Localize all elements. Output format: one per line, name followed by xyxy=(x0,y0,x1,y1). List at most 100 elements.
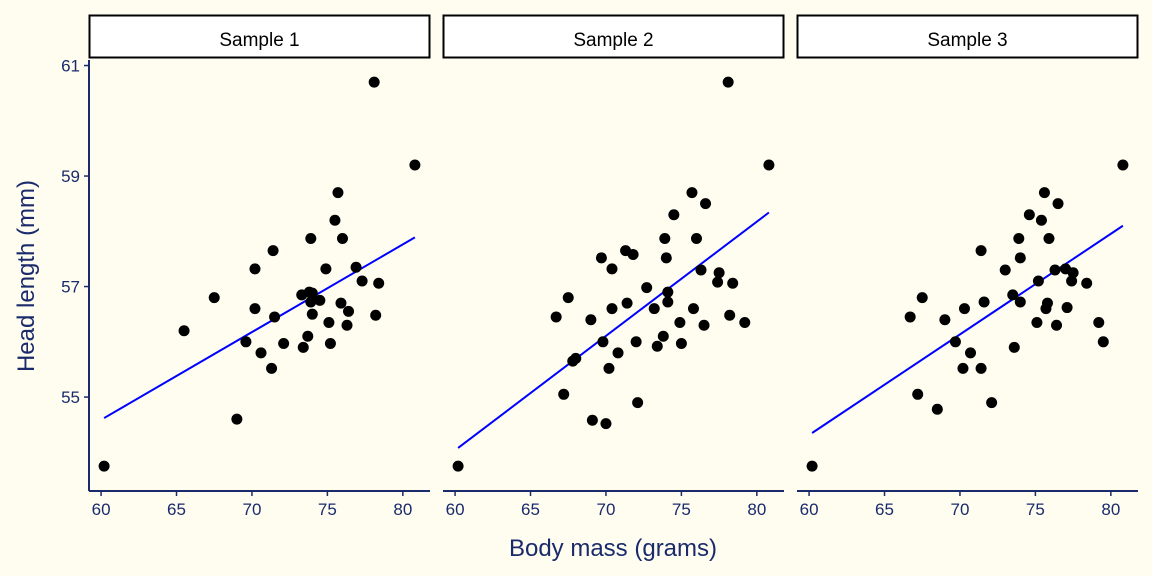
data-point xyxy=(558,388,570,400)
data-point xyxy=(305,232,317,244)
data-point xyxy=(1067,267,1079,279)
facet-strip xyxy=(442,14,785,59)
data-point xyxy=(1038,187,1050,199)
y-tick-label: 61 xyxy=(61,57,80,76)
x-tick-label: 60 xyxy=(92,500,111,519)
data-point xyxy=(1066,275,1078,287)
data-point xyxy=(350,261,362,273)
data-point xyxy=(1007,289,1019,301)
data-point xyxy=(621,297,633,309)
data-point xyxy=(657,330,669,342)
data-point xyxy=(278,337,290,349)
facet-panel-3: Sample 3 60 65 70 75 80 xyxy=(796,14,1139,519)
y-tick-label: 57 xyxy=(61,278,80,297)
x-tick-label: 65 xyxy=(875,500,894,519)
data-point xyxy=(373,277,385,289)
data-point xyxy=(1043,232,1055,244)
data-point xyxy=(597,336,609,348)
data-point xyxy=(1093,316,1105,328)
data-point xyxy=(306,308,318,320)
data-point xyxy=(1097,336,1109,348)
data-point xyxy=(1061,302,1073,314)
data-point xyxy=(999,264,1011,276)
x-axis-title: Body mass (grams) xyxy=(509,535,717,562)
regression-line xyxy=(811,224,1124,434)
data-point xyxy=(240,336,252,348)
data-point xyxy=(659,232,671,244)
data-point xyxy=(1051,319,1063,331)
data-point xyxy=(595,252,607,264)
data-point xyxy=(178,325,190,337)
data-point xyxy=(370,309,382,321)
data-point xyxy=(1117,159,1129,171)
data-point xyxy=(660,252,672,264)
data-point xyxy=(586,414,598,426)
x-tick-label: 60 xyxy=(446,500,465,519)
facet-strip-label: Sample 3 xyxy=(927,30,1007,51)
data-point xyxy=(975,245,987,257)
data-point xyxy=(662,286,674,298)
x-tick-label: 70 xyxy=(242,500,261,519)
data-point xyxy=(912,388,924,400)
y-tick-label: 59 xyxy=(61,167,80,186)
x-tick-label: 70 xyxy=(950,500,969,519)
data-point xyxy=(712,276,724,288)
data-point xyxy=(297,341,309,353)
data-point xyxy=(949,336,961,348)
data-point xyxy=(722,76,734,88)
data-point xyxy=(630,336,642,348)
x-tick-label: 75 xyxy=(672,500,691,519)
facet-strip xyxy=(88,14,431,59)
regression-line xyxy=(103,236,416,419)
facet-panel-1: Sample 1 60 65 70 75 80 xyxy=(88,14,431,519)
data-point xyxy=(606,263,618,275)
data-point xyxy=(651,340,663,352)
data-point xyxy=(641,282,653,294)
data-point xyxy=(343,305,355,317)
data-point xyxy=(208,292,220,304)
data-point xyxy=(1052,198,1064,210)
data-point xyxy=(695,264,707,276)
data-point xyxy=(585,314,597,326)
data-point xyxy=(452,460,464,472)
data-point xyxy=(627,249,639,261)
data-point xyxy=(648,303,660,315)
data-point xyxy=(1081,277,1093,289)
facet-strip xyxy=(796,14,1139,59)
data-point xyxy=(727,277,739,289)
data-point xyxy=(662,296,674,308)
data-point xyxy=(332,187,344,199)
x-tick-label: 65 xyxy=(521,500,540,519)
data-point xyxy=(302,330,314,342)
data-point xyxy=(668,209,680,221)
x-tick-label: 80 xyxy=(1101,500,1120,519)
data-point xyxy=(978,296,990,308)
data-point xyxy=(323,316,335,328)
data-point xyxy=(550,311,562,323)
data-point xyxy=(266,362,278,374)
data-point xyxy=(713,267,725,279)
data-point xyxy=(1031,316,1043,328)
data-point xyxy=(1013,232,1025,244)
data-point xyxy=(675,337,687,349)
data-point xyxy=(916,292,928,304)
x-tick-label: 70 xyxy=(596,500,615,519)
data-point xyxy=(686,187,698,199)
data-point xyxy=(356,275,368,287)
y-axis-title: Head length (mm) xyxy=(13,180,40,372)
data-point xyxy=(341,319,353,331)
data-point xyxy=(931,403,943,415)
data-point xyxy=(957,362,969,374)
data-point xyxy=(904,311,916,323)
data-point xyxy=(305,296,317,308)
data-point xyxy=(612,347,624,359)
data-point xyxy=(1035,214,1047,226)
data-point xyxy=(965,347,977,359)
data-point xyxy=(562,292,574,304)
data-point xyxy=(603,362,615,374)
data-point xyxy=(739,316,751,328)
data-point xyxy=(690,232,702,244)
data-point xyxy=(336,232,348,244)
data-point xyxy=(806,460,818,472)
